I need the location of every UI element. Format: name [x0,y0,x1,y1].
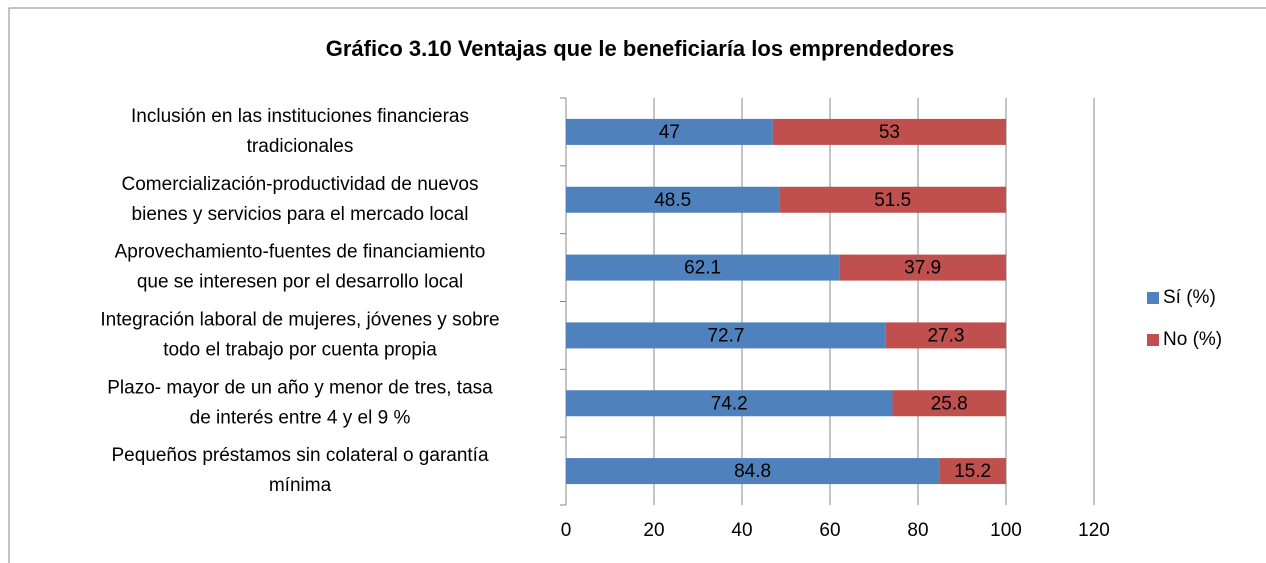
data-label: 25.8 [931,393,968,414]
data-label: 48.5 [654,190,691,211]
y-tick-label: Aprovechamiento-fuentes de financiamient… [115,242,486,263]
y-tick-label: que se interesen por el desarrollo local [137,272,463,293]
data-label: 51.5 [874,190,911,211]
y-tick-label: Plazo- mayor de un año y menor de tres, … [107,377,493,398]
y-tick-label: Integración laboral de mujeres, jóvenes … [100,309,499,330]
legend-label: No (%) [1163,329,1222,350]
y-tick-label: mínima [269,475,332,496]
data-label: 27.3 [927,325,964,346]
data-label: 74.2 [711,393,748,414]
legend-label: Sí (%) [1163,287,1216,308]
bar [892,390,1006,417]
bar [566,390,893,417]
data-label: 72.7 [707,325,744,346]
x-tick-label: 80 [907,520,928,541]
bar [566,186,780,213]
x-tick-label: 120 [1078,520,1110,541]
data-label: 47 [659,122,680,143]
x-tick-label: 60 [819,520,840,541]
bar [772,118,1006,145]
data-label: 62.1 [684,258,721,279]
y-tick-label: de interés entre 4 y el 9 % [190,407,411,428]
x-tick-label: 20 [643,520,664,541]
bar [939,458,1006,485]
data-label: 37.9 [904,258,941,279]
y-tick-label: todo el trabajo por cuenta propia [163,339,437,360]
x-tick-label: 0 [561,520,572,541]
bar [566,322,886,349]
x-tick-label: 40 [731,520,752,541]
bar [839,254,1006,281]
data-label: 15.2 [954,461,991,482]
bar [566,254,840,281]
y-tick-label: Comercialización-productividad de nuevos [122,174,479,195]
bar [566,458,940,485]
bar [566,118,773,145]
y-tick-label: bienes y servicios para el mercado local [132,204,469,225]
bar [885,322,1006,349]
bar [779,186,1006,213]
legend-swatch [1147,292,1159,304]
chart-title: Gráfico 3.10 Ventajas que le beneficiarí… [326,36,954,61]
legend-swatch [1147,334,1159,346]
data-label: 84.8 [734,461,771,482]
x-tick-label: 100 [990,520,1022,541]
data-label: 53 [879,122,900,143]
y-tick-label: tradicionales [247,136,354,157]
y-tick-label: Inclusión en las instituciones financier… [131,106,469,127]
y-tick-label: Pequeños préstamos sin colateral o garan… [111,445,488,466]
